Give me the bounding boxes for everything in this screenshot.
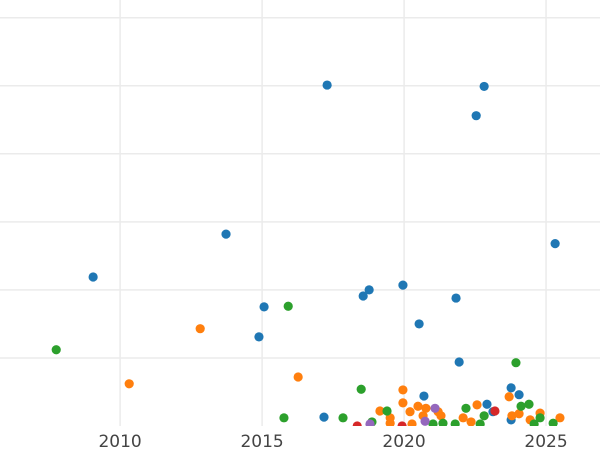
data-point-blue [482, 399, 492, 409]
data-point-green [516, 401, 526, 411]
data-point-orange [375, 406, 385, 416]
data-point-orange [555, 413, 565, 423]
data-point-blue [414, 319, 424, 329]
data-point-orange [124, 379, 134, 389]
x-tick-label: 2010 [98, 432, 141, 450]
data-point-green [279, 413, 289, 423]
data-point-green [382, 406, 392, 416]
data-point-blue [254, 332, 264, 342]
data-point-orange [436, 411, 446, 421]
data-point-green [51, 345, 61, 355]
data-point-orange [413, 401, 423, 411]
x-tick-label: 2015 [240, 432, 283, 450]
data-point-green [338, 413, 348, 423]
data-point-blue [471, 111, 481, 121]
gridlines [0, 0, 600, 426]
data-point-orange [504, 392, 514, 402]
data-point-green [535, 413, 545, 423]
data-point-orange [466, 417, 476, 426]
data-point-red [397, 421, 407, 426]
data-points [51, 80, 565, 426]
data-point-red [352, 421, 362, 426]
x-axis-ticks: 2010 2015 2020 2025 [98, 432, 567, 450]
data-point-blue [319, 412, 329, 422]
data-point-orange [195, 324, 205, 334]
data-point-blue [506, 383, 516, 393]
data-point-green [450, 419, 460, 426]
data-point-purple [430, 403, 440, 413]
data-point-blue [88, 272, 98, 282]
data-point-blue [259, 302, 269, 312]
data-point-orange [507, 411, 517, 421]
data-point-orange [293, 372, 303, 382]
data-point-blue [550, 239, 560, 249]
data-point-blue [514, 390, 524, 400]
data-point-blue [398, 280, 408, 290]
data-point-blue [419, 391, 429, 401]
data-point-blue [479, 81, 489, 92]
data-point-orange [407, 419, 417, 426]
data-point-green [461, 403, 471, 413]
data-point-green [548, 418, 558, 426]
data-point-green [511, 358, 521, 368]
data-point-orange [472, 400, 482, 410]
data-point-green [428, 419, 438, 426]
data-point-purple [420, 416, 430, 426]
data-point-orange [405, 407, 415, 417]
data-point-blue [358, 291, 368, 301]
data-point-orange [421, 403, 431, 413]
data-point-orange [385, 418, 395, 426]
data-point-green [524, 399, 534, 409]
data-point-green [479, 411, 489, 421]
data-point-green [529, 419, 539, 426]
data-point-orange [458, 413, 468, 423]
data-point-orange [398, 385, 408, 395]
data-point-green [438, 418, 448, 426]
data-point-green [283, 301, 293, 311]
data-point-blue [451, 293, 461, 303]
data-point-blue [364, 285, 374, 295]
data-point-orange [398, 398, 408, 408]
data-point-red [490, 406, 500, 416]
data-point-green [475, 419, 485, 426]
data-point-orange [514, 409, 524, 419]
x-tick-label: 2025 [524, 432, 567, 450]
x-tick-label: 2020 [382, 432, 425, 450]
data-point-purple [365, 419, 375, 426]
data-point-green [356, 384, 366, 394]
data-point-blue [322, 80, 332, 90]
data-point-blue [454, 357, 464, 367]
data-point-blue [221, 229, 231, 239]
